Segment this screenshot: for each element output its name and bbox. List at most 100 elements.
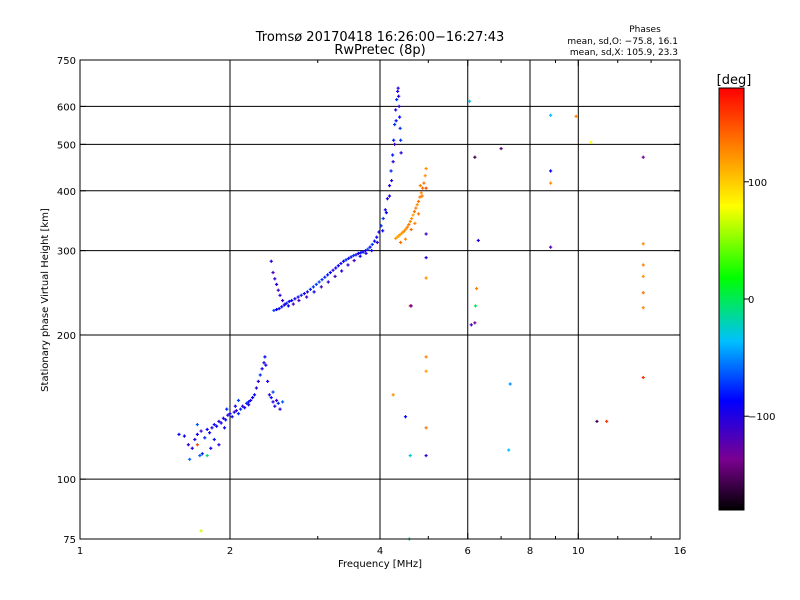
data-point xyxy=(422,181,426,185)
data-point xyxy=(387,194,392,198)
x-tick-label: 6 xyxy=(465,546,471,557)
colorbar-tick-label: 100 xyxy=(748,178,767,189)
data-point xyxy=(549,113,553,117)
data-point xyxy=(317,280,321,284)
y-tick-label: 300 xyxy=(57,247,76,258)
data-point xyxy=(409,304,413,308)
data-point xyxy=(230,415,234,419)
data-point xyxy=(408,219,412,224)
data-point xyxy=(469,323,473,327)
data-point xyxy=(424,166,428,171)
data-point xyxy=(398,115,402,119)
data-point xyxy=(641,306,645,310)
data-point xyxy=(381,229,385,233)
data-point xyxy=(399,240,403,245)
data-point xyxy=(418,184,422,188)
data-point xyxy=(394,119,398,123)
data-point xyxy=(278,293,282,297)
data-point xyxy=(323,275,327,279)
data-point xyxy=(305,295,309,299)
data-point xyxy=(217,419,221,423)
data-point xyxy=(264,363,268,367)
data-point xyxy=(256,379,260,383)
data-point xyxy=(305,290,310,294)
data-point xyxy=(285,301,289,305)
axis-ticks: 1 2 4 6 8 10 16 75 100 200 300 400 500 600 750 xyxy=(57,56,686,557)
chart-title: Tromsø 20170418 16:26:00−16:27:43 xyxy=(255,30,505,45)
data-point xyxy=(299,293,303,297)
data-point xyxy=(351,253,356,258)
data-point xyxy=(186,443,190,447)
data-point xyxy=(405,225,410,229)
data-point xyxy=(232,410,236,414)
data-point xyxy=(385,197,390,201)
data-point xyxy=(641,155,645,159)
data-point xyxy=(273,404,277,408)
data-point xyxy=(392,138,396,142)
plot-area xyxy=(79,59,681,540)
data-point xyxy=(224,418,228,422)
data-point xyxy=(250,395,255,400)
data-point xyxy=(549,169,553,173)
data-point xyxy=(359,251,363,255)
data-point xyxy=(262,361,266,365)
colorbar-label: [deg] xyxy=(717,73,752,88)
data-point xyxy=(199,529,203,533)
data-point xyxy=(361,250,365,254)
data-point xyxy=(499,146,503,151)
data-point xyxy=(326,273,330,277)
data-point xyxy=(212,437,216,442)
data-point xyxy=(467,99,472,103)
y-tick-label: 750 xyxy=(57,56,76,67)
data-point xyxy=(340,269,344,273)
y-tick-label: 100 xyxy=(57,475,76,486)
data-point xyxy=(476,238,480,243)
data-point xyxy=(424,369,428,373)
data-point xyxy=(408,453,412,458)
data-point xyxy=(280,400,285,404)
data-point xyxy=(269,259,273,263)
data-point xyxy=(395,97,399,102)
x-axis-label: Frequency [MHz] xyxy=(338,559,422,570)
data-point xyxy=(280,305,284,309)
x-tick-label: 8 xyxy=(527,546,533,557)
data-point xyxy=(249,398,253,403)
data-point xyxy=(269,395,273,400)
data-point xyxy=(595,419,599,423)
data-point xyxy=(320,277,324,282)
data-point xyxy=(222,426,227,430)
data-point xyxy=(291,302,295,306)
data-point xyxy=(407,222,411,227)
data-point xyxy=(372,239,377,243)
data-point xyxy=(334,266,338,270)
colorbar-ticks: 100 0 −100 xyxy=(744,178,775,423)
data-point xyxy=(383,208,387,212)
data-point xyxy=(226,413,230,417)
data-point xyxy=(217,443,221,447)
data-point xyxy=(423,174,427,178)
data-point xyxy=(195,432,199,437)
data-point xyxy=(277,307,281,311)
data-point xyxy=(399,151,403,155)
x-tick-label: 4 xyxy=(377,546,383,557)
data-point xyxy=(419,191,423,195)
data-point xyxy=(331,268,335,272)
data-point xyxy=(199,429,203,433)
data-point xyxy=(396,86,400,90)
data-point xyxy=(368,245,372,249)
data-point xyxy=(641,291,645,295)
data-point xyxy=(399,138,403,142)
data-point xyxy=(280,298,285,303)
data-point xyxy=(393,142,397,146)
y-tick-label: 600 xyxy=(57,102,76,113)
data-point xyxy=(296,295,300,299)
data-point xyxy=(377,230,381,234)
data-point xyxy=(302,291,306,296)
data-point xyxy=(177,432,181,437)
data-point xyxy=(247,403,251,407)
data-point xyxy=(209,446,213,450)
data-point xyxy=(424,355,428,359)
data-point xyxy=(252,393,257,397)
data-point xyxy=(413,221,417,225)
